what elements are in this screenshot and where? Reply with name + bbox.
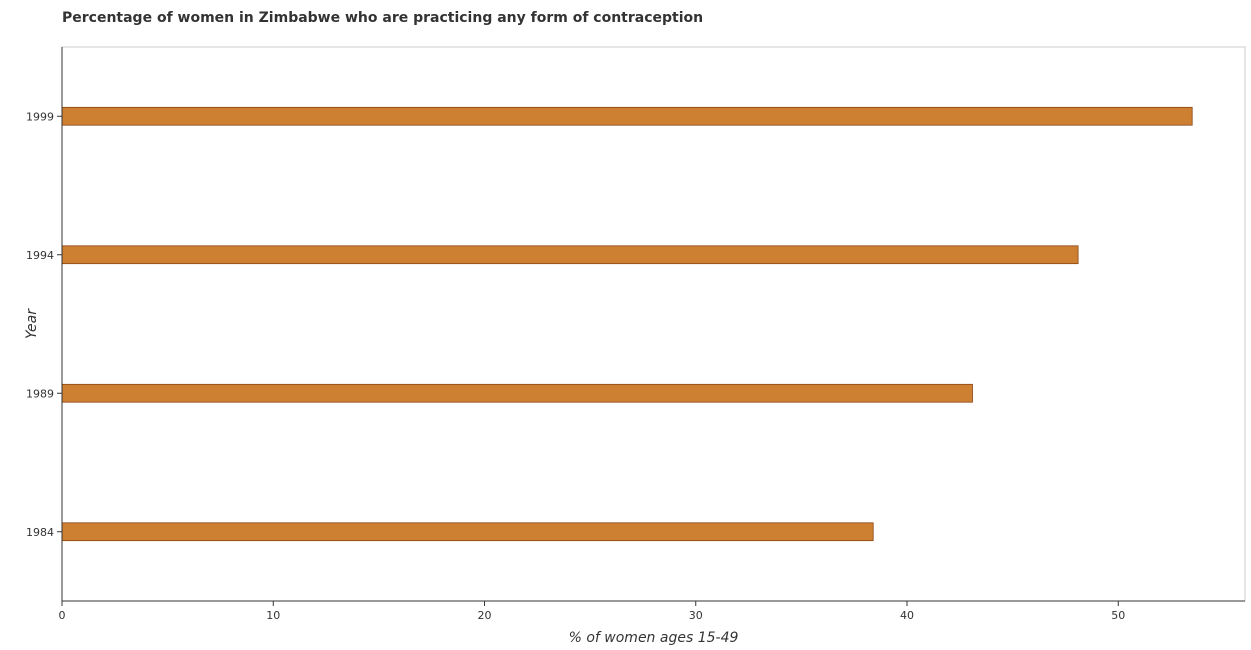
y-axis: 1984 1989 1994 1999 — [26, 47, 63, 601]
y-tick-label-1994: 1994 — [26, 249, 54, 262]
x-tick-label-40: 40 — [900, 609, 914, 622]
bar-1984 — [61, 522, 874, 542]
x-axis: 0 10 20 30 40 50 — [59, 600, 1245, 622]
bars — [61, 106, 1193, 542]
chart-title: Percentage of women in Zimbabwe who are … — [62, 10, 704, 26]
y-tick-label-1999: 1999 — [26, 110, 54, 123]
y-tick-label-1984: 1984 — [26, 526, 54, 539]
plot-border — [61, 46, 1246, 602]
y-axis-label: Year — [24, 308, 40, 339]
bar-1994 — [61, 245, 1079, 265]
x-tick-label-50: 50 — [1111, 609, 1125, 622]
x-tick-label-30: 30 — [689, 609, 703, 622]
bar-1989 — [61, 383, 973, 403]
x-axis-label: % of women ages 15-49 — [569, 630, 739, 646]
x-tick-label-10: 10 — [266, 609, 280, 622]
plot-frame — [61, 46, 1246, 602]
bar-1999 — [61, 106, 1193, 126]
x-tick-label-0: 0 — [59, 609, 66, 622]
y-tick-label-1989: 1989 — [26, 387, 54, 400]
x-tick-label-20: 20 — [478, 609, 492, 622]
